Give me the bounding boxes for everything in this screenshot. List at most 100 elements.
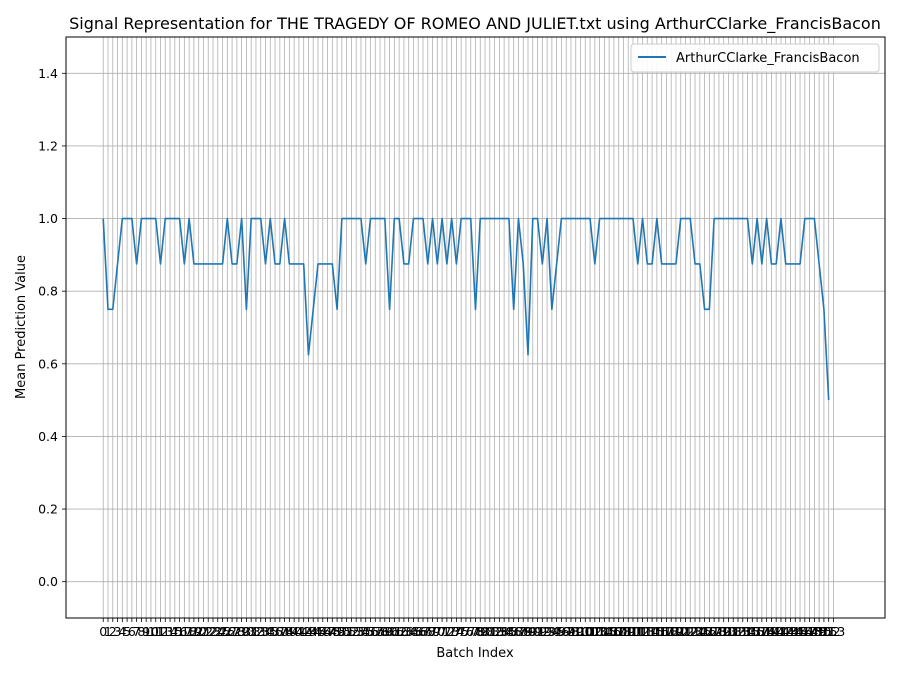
data-point <box>107 308 109 310</box>
x-tick-label: 24 <box>210 624 226 639</box>
data-point <box>412 217 414 219</box>
x-tick-label: 64 <box>401 624 417 639</box>
x-tick-label: 96 <box>553 624 569 639</box>
x-tick-label: 148 <box>798 624 822 639</box>
data-point <box>388 308 390 310</box>
data-point <box>126 217 128 219</box>
x-tick-label: 44 <box>305 624 321 639</box>
x-tick-label: 62 <box>391 624 407 639</box>
x-tick-label: 103 <box>583 624 607 639</box>
x-tick-label: 153 <box>822 624 846 639</box>
x-tick-label: 63 <box>396 624 412 639</box>
data-point <box>718 217 720 219</box>
x-tick-label: 6 <box>128 624 136 639</box>
x-tick-label: 54 <box>353 624 369 639</box>
data-point <box>403 263 405 265</box>
x-tick-label: 21 <box>196 624 212 639</box>
x-tick-label: 141 <box>764 624 788 639</box>
data-point <box>527 354 529 356</box>
data-point <box>307 354 309 356</box>
x-tick-label: 82 <box>487 624 503 639</box>
x-tick-label: 61 <box>386 624 402 639</box>
x-tick-label: 71 <box>434 624 450 639</box>
x-tick-label: 53 <box>348 624 364 639</box>
x-tick-label: 49 <box>329 624 345 639</box>
chart-title: Signal Representation for THE TRAGEDY OF… <box>69 14 881 34</box>
data-point <box>174 217 176 219</box>
data-point <box>646 263 648 265</box>
x-tick-label: 73 <box>444 624 460 639</box>
x-tick-label: 78 <box>468 624 484 639</box>
data-point <box>312 308 314 310</box>
x-tick-label: 41 <box>291 624 307 639</box>
x-tick-label: 28 <box>229 624 245 639</box>
legend: ArthurCClarke_FrancisBacon <box>630 43 880 73</box>
data-point <box>508 217 510 219</box>
data-point <box>827 399 829 401</box>
data-point <box>789 263 791 265</box>
data-point <box>345 217 347 219</box>
x-tick-label: 117 <box>650 624 674 639</box>
data-point <box>746 217 748 219</box>
data-point <box>493 217 495 219</box>
data-point <box>236 263 238 265</box>
grid <box>66 37 885 618</box>
data-point <box>627 217 629 219</box>
data-point <box>112 308 114 310</box>
x-tick-label: 43 <box>301 624 317 639</box>
data-point <box>226 217 228 219</box>
y-ticks: 0.0 0.2 0.4 0.6 0.8 1.0 1.2 1.4 <box>38 66 66 589</box>
x-tick-label: 146 <box>788 624 812 639</box>
x-tick-label: 112 <box>626 624 650 639</box>
x-tick-label: 97 <box>558 624 574 639</box>
x-tick-label: 42 <box>296 624 312 639</box>
data-point <box>207 263 209 265</box>
x-tick-label: 70 <box>429 624 445 639</box>
legend-label: ArthurCClarke_FrancisBacon <box>676 51 860 66</box>
legend-box <box>630 43 880 73</box>
x-tick-label: 34 <box>258 624 274 639</box>
data-point <box>722 217 724 219</box>
x-tick-label: 132 <box>721 624 745 639</box>
data-point <box>751 263 753 265</box>
x-tick-label: 67 <box>415 624 431 639</box>
x-tick-label: 39 <box>281 624 297 639</box>
data-point <box>536 217 538 219</box>
data-point <box>785 263 787 265</box>
data-point <box>804 217 806 219</box>
data-point <box>197 263 199 265</box>
data-point <box>474 308 476 310</box>
x-tick-label: 95 <box>549 624 565 639</box>
data-point <box>264 263 266 265</box>
x-tick-label: 90 <box>525 624 541 639</box>
data-point <box>135 263 137 265</box>
data-point <box>407 263 409 265</box>
data-point <box>694 263 696 265</box>
x-tick-label: 134 <box>731 624 755 639</box>
data-point <box>293 263 295 265</box>
x-tick-label: 1 <box>104 624 112 639</box>
x-tick-label: 45 <box>310 624 326 639</box>
x-tick-label: 107 <box>602 624 626 639</box>
data-point <box>164 217 166 219</box>
x-tick-label: 147 <box>793 624 817 639</box>
data-point <box>598 217 600 219</box>
data-point <box>689 217 691 219</box>
x-tick-label: 100 <box>569 624 593 639</box>
x-tick-label: 102 <box>578 624 602 639</box>
data-point <box>532 217 534 219</box>
data-point <box>756 217 758 219</box>
x-tick-label: 89 <box>520 624 536 639</box>
x-tick-label: 36 <box>267 624 283 639</box>
x-tick-label: 99 <box>568 624 584 639</box>
data-point <box>575 217 577 219</box>
data-point <box>651 263 653 265</box>
x-tick-label: 121 <box>669 624 693 639</box>
x-tick-label: 74 <box>448 624 464 639</box>
data-point <box>155 217 157 219</box>
data-point <box>813 217 815 219</box>
x-tick-label: 109 <box>612 624 636 639</box>
data-point <box>503 217 505 219</box>
x-tick-label: 33 <box>253 624 269 639</box>
x-tick-label: 9 <box>142 624 150 639</box>
